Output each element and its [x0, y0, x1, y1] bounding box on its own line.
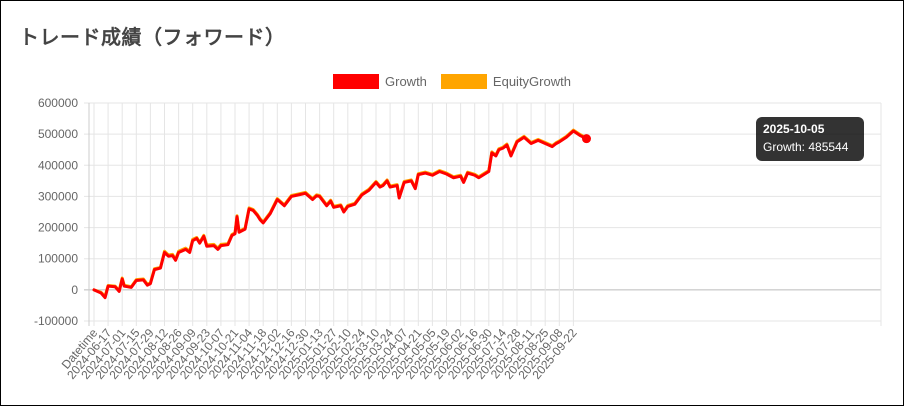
y-tick-label: 500000: [38, 127, 78, 141]
legend-swatch-growth: [333, 74, 380, 89]
tooltip-body: Growth: 485544: [763, 140, 849, 154]
legend-swatch-equity-growth: [440, 74, 487, 89]
y-tick-label: 400000: [38, 158, 78, 172]
y-tick-label: 300000: [38, 189, 78, 203]
legend: Growth EquityGrowth: [1, 74, 903, 89]
y-tick-label: 600000: [38, 96, 78, 110]
page-title: トレード成績（フォワード）: [19, 25, 286, 49]
tooltip: 2025-10-05 Growth: 485544: [756, 117, 864, 161]
y-tick-label: 100000: [38, 252, 78, 266]
legend-item-growth[interactable]: Growth: [333, 74, 427, 89]
legend-label-growth: Growth: [385, 74, 427, 89]
y-tick-label: 200000: [38, 221, 78, 235]
series-line-growth: [92, 129, 588, 300]
legend-item-equity-growth[interactable]: EquityGrowth: [440, 74, 571, 89]
y-tick-label: -100000: [34, 314, 78, 328]
y-tick-label: 0: [71, 283, 78, 297]
highlight-point: [581, 134, 591, 144]
tooltip-title: 2025-10-05: [763, 122, 825, 136]
legend-label-equity-growth: EquityGrowth: [492, 74, 571, 89]
